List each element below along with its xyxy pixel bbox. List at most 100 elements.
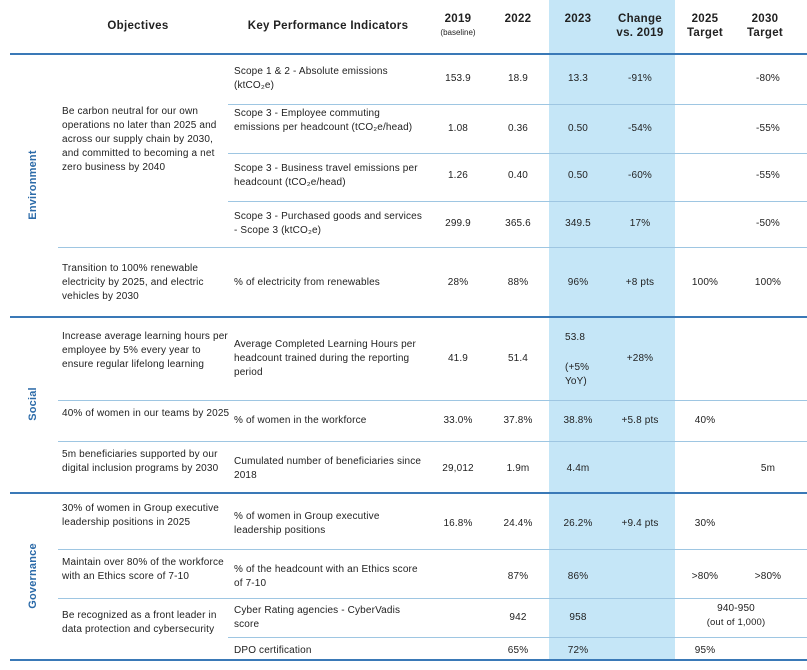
- row-divider: [228, 201, 807, 202]
- objective-gov-ethics: Maintain over 80% of the workforce with …: [62, 557, 224, 582]
- value-target-2030: -55%: [756, 170, 780, 181]
- value-2022: 1.9m: [506, 463, 530, 474]
- value-target-2025: >80%: [691, 571, 719, 582]
- row-divider: [228, 104, 807, 105]
- kpi-dpo: DPO certification: [234, 645, 312, 656]
- value-change: +5.8 pts: [621, 415, 659, 426]
- value-2023: 53.8: [565, 332, 586, 343]
- header-objectives: Objectives: [107, 20, 169, 32]
- kpi-ethics-score: % of the headcount with an Ethics score …: [234, 564, 418, 589]
- row-divider: [58, 400, 807, 401]
- value-2023: 13.3: [567, 73, 589, 84]
- value-2023-note: YoY): [565, 376, 587, 387]
- rule-social-top: [10, 316, 807, 318]
- header-2023: 2023: [564, 13, 592, 25]
- header-2022: 2022: [504, 13, 532, 25]
- value-2022: 87%: [507, 571, 529, 582]
- header-2030: 2030: [751, 13, 779, 25]
- value-2022: 18.9: [507, 73, 529, 84]
- value-change: -91%: [628, 73, 652, 84]
- value-2023: 72%: [567, 645, 589, 656]
- row-divider: [58, 598, 807, 599]
- value-2019: 41.9: [447, 353, 469, 364]
- value-2019: 299.9: [445, 218, 471, 229]
- value-2023: 26.2%: [563, 518, 593, 529]
- column-2023-highlight: [549, 0, 675, 660]
- value-2019: 153.9: [445, 73, 471, 84]
- rule-environment-top: [10, 53, 807, 55]
- value-2022: 37.8%: [503, 415, 533, 426]
- value-target-2030: 100%: [754, 277, 782, 288]
- value-target-2025: 100%: [691, 277, 719, 288]
- value-2023: 0.50: [567, 170, 589, 181]
- value-2023: 4.4m: [566, 463, 590, 474]
- header-2025-sub: Target: [686, 27, 724, 39]
- value-target-2030: >80%: [754, 571, 782, 582]
- value-2023: 96%: [567, 277, 589, 288]
- kpi-cybervadis: Cyber Rating agencies - CyberVadis score: [234, 605, 401, 630]
- objective-soc-women: 40% of women in our teams by 2025: [62, 408, 230, 419]
- objective-gov-cyber: Be recognized as a front leader in data …: [62, 610, 217, 635]
- header-kpi: Key Performance Indicators: [247, 20, 409, 32]
- row-divider: [228, 153, 807, 154]
- kpi-beneficiaries: Cumulated number of beneficiaries since …: [234, 456, 422, 481]
- rule-bottom: [10, 659, 807, 661]
- row-divider: [58, 441, 807, 442]
- header-2030-sub: Target: [746, 27, 784, 39]
- value-2019: 29,012: [442, 463, 474, 474]
- header-2019: 2019: [444, 13, 472, 25]
- kpi-women-leadership: % of women in Group executive leadership…: [234, 511, 380, 536]
- value-change: -60%: [628, 170, 652, 181]
- value-target-merged-note: (out of 1,000): [706, 617, 766, 628]
- value-target-2030: -50%: [756, 218, 780, 229]
- value-2023: 38.8%: [563, 415, 593, 426]
- rule-governance-top: [10, 492, 807, 494]
- value-change: -54%: [628, 123, 652, 134]
- section-environment: Environment: [27, 150, 39, 220]
- kpi-scope3-travel: Scope 3 - Business travel emissions per …: [234, 163, 418, 188]
- value-target-2030: 5m: [760, 463, 776, 474]
- value-2019: 16.8%: [443, 518, 473, 529]
- section-governance: Governance: [27, 543, 39, 609]
- value-target-2030: -55%: [756, 123, 780, 134]
- header-2019-sub: (baseline): [440, 28, 476, 37]
- objective-env-carbon-neutral: Be carbon neutral for our own operations…: [62, 106, 217, 173]
- value-target-2025: 95%: [694, 645, 716, 656]
- header-change: Change: [618, 13, 662, 25]
- kpi-scope3-commuting: Scope 3 - Employee commuting emissions p…: [234, 108, 413, 133]
- value-change: 17%: [629, 218, 651, 229]
- value-2022: 0.40: [507, 170, 529, 181]
- value-2022: 365.6: [505, 218, 531, 229]
- kpi-renewables: % of electricity from renewables: [234, 277, 380, 288]
- value-target-merged: 940-950: [717, 603, 755, 614]
- value-change: +8 pts: [625, 277, 655, 288]
- value-2019: 33.0%: [443, 415, 473, 426]
- value-target-2025: 30%: [694, 518, 716, 529]
- value-target-2025: 40%: [694, 415, 716, 426]
- value-2019: 28%: [447, 277, 469, 288]
- value-2022: 88%: [507, 277, 529, 288]
- header-2025: 2025: [691, 13, 719, 25]
- row-divider: [58, 247, 807, 248]
- value-2019: 1.26: [447, 170, 469, 181]
- value-2019: 1.08: [447, 123, 469, 134]
- kpi-scope12: Scope 1 & 2 - Absolute emissions (ktCO₂e…: [234, 66, 388, 91]
- kpi-learning-hours: Average Completed Learning Hours per hea…: [234, 339, 416, 378]
- value-2023: 86%: [567, 571, 589, 582]
- objective-soc-inclusion: 5m beneficiaries supported by our digita…: [62, 449, 219, 474]
- value-2023-note: (+5%: [565, 362, 590, 373]
- value-2023: 0.50: [567, 123, 589, 134]
- value-2022: 24.4%: [503, 518, 533, 529]
- value-2022: 65%: [507, 645, 529, 656]
- value-2023: 958: [569, 612, 587, 623]
- value-2022: 942: [509, 612, 527, 623]
- header-change-sub: vs. 2019: [616, 27, 664, 39]
- value-2023: 349.5: [565, 218, 591, 229]
- kpi-scope3-goods: Scope 3 - Purchased goods and services -…: [234, 211, 423, 236]
- objective-gov-leadership: 30% of women in Group executive leadersh…: [62, 503, 219, 528]
- objective-env-renewable: Transition to 100% renewable electricity…: [62, 263, 204, 302]
- value-target-2030: -80%: [756, 73, 780, 84]
- objective-soc-learning: Increase average learning hours per empl…: [62, 331, 228, 370]
- section-social: Social: [27, 387, 39, 421]
